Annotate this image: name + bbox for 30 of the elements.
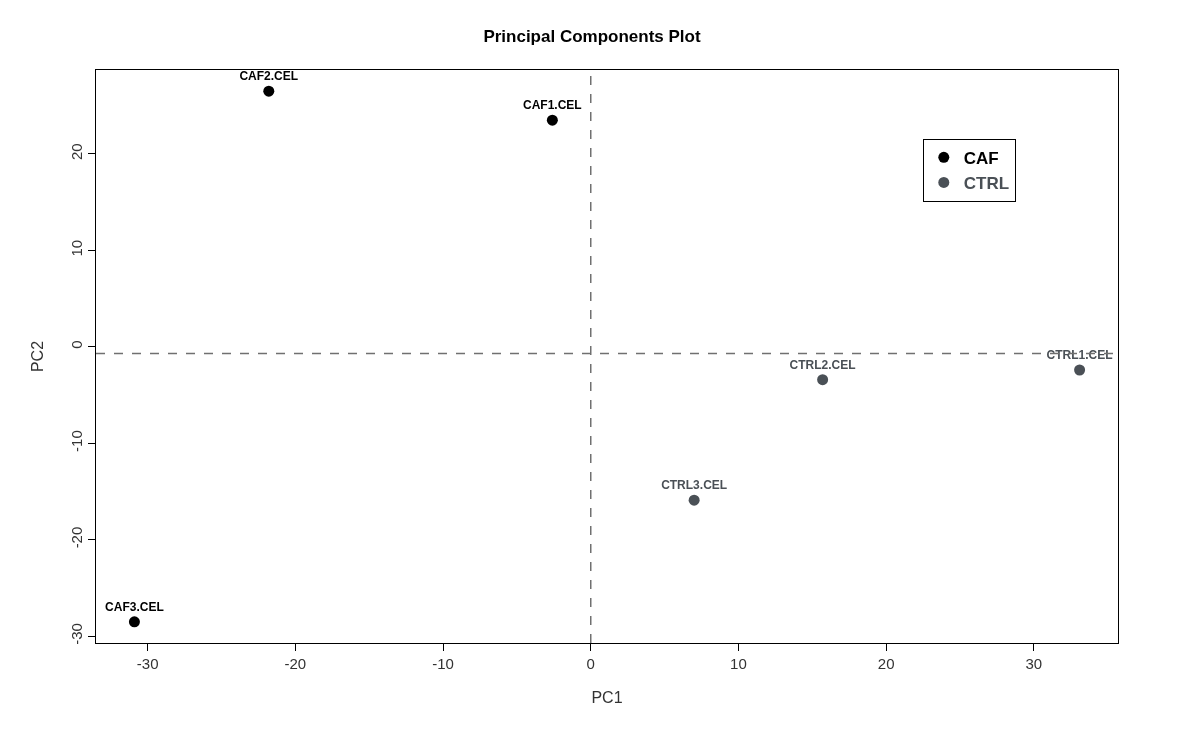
y-tick-label: 10 xyxy=(68,239,85,257)
y-tick-label: -20 xyxy=(68,526,85,549)
x-tick-label: 20 xyxy=(877,655,895,672)
x-tick-label: 0 xyxy=(586,655,595,672)
point xyxy=(128,616,140,628)
data-label: CTRL3.CEL xyxy=(661,478,728,493)
x-axis-title: PC1 xyxy=(591,688,623,706)
y-tick-label: -30 xyxy=(68,623,85,645)
point xyxy=(817,374,829,386)
y-tick-label: 20 xyxy=(68,143,85,161)
legend-label: CTRL xyxy=(963,174,1010,194)
data-label: CAF2.CEL xyxy=(239,69,299,84)
y-tick-label: -10 xyxy=(68,430,85,452)
data-label: CTRL2.CEL xyxy=(789,357,856,372)
x-tick-label: -30 xyxy=(136,655,159,672)
chart-title: Principal Components Plot xyxy=(483,26,701,46)
x-tick-label: -20 xyxy=(284,655,307,672)
data-label: CAF1.CEL xyxy=(523,98,582,113)
point xyxy=(546,114,558,126)
x-tick-label: -10 xyxy=(432,655,454,672)
y-tick-label: 0 xyxy=(68,340,85,349)
legend-label: CAF xyxy=(963,148,999,168)
x-tick-label: 10 xyxy=(730,655,747,672)
point xyxy=(1074,364,1086,376)
point xyxy=(688,494,700,506)
data-label: CAF3.CEL xyxy=(105,599,164,614)
data-label: CTRL1.CEL xyxy=(1046,348,1113,363)
point xyxy=(263,85,275,97)
y-axis-title: PC2 xyxy=(28,340,46,373)
x-tick-label: 30 xyxy=(1025,655,1043,672)
